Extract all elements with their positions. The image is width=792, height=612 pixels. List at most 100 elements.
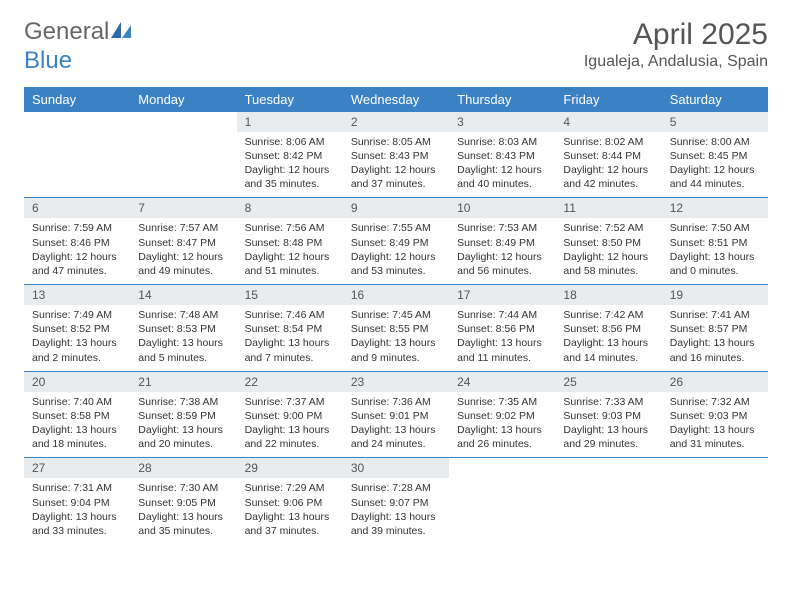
dow-monday: Monday [130,87,236,112]
day-number-cell: 9 [343,198,449,219]
day-detail-cell [662,478,768,544]
day-number-cell: 28 [130,458,236,479]
day-number-cell: 27 [24,458,130,479]
day-detail-cell: Sunrise: 7:57 AMSunset: 8:47 PMDaylight:… [130,218,236,284]
day-detail-cell: Sunrise: 7:28 AMSunset: 9:07 PMDaylight:… [343,478,449,544]
day-detail-cell: Sunrise: 7:31 AMSunset: 9:04 PMDaylight:… [24,478,130,544]
day-number-row: 27282930 [24,458,768,479]
day-detail-cell: Sunrise: 7:59 AMSunset: 8:46 PMDaylight:… [24,218,130,284]
day-number-cell: 13 [24,285,130,306]
day-number-cell: 5 [662,112,768,132]
day-number-row: 13141516171819 [24,285,768,306]
day-detail-cell: Sunrise: 7:52 AMSunset: 8:50 PMDaylight:… [555,218,661,284]
day-number-cell: 3 [449,112,555,132]
day-number-cell: 12 [662,198,768,219]
calendar-table: Sunday Monday Tuesday Wednesday Thursday… [24,87,768,544]
day-number-cell: 23 [343,371,449,392]
day-number-cell: 7 [130,198,236,219]
day-detail-row: Sunrise: 7:40 AMSunset: 8:58 PMDaylight:… [24,392,768,458]
day-detail-cell: Sunrise: 7:40 AMSunset: 8:58 PMDaylight:… [24,392,130,458]
dow-wednesday: Wednesday [343,87,449,112]
day-number-cell: 25 [555,371,661,392]
day-detail-cell: Sunrise: 7:29 AMSunset: 9:06 PMDaylight:… [237,478,343,544]
day-number-cell: 1 [237,112,343,132]
day-number-cell: 11 [555,198,661,219]
day-detail-cell [24,132,130,198]
month-title: April 2025 [584,18,768,51]
day-number-cell [555,458,661,479]
day-detail-cell: Sunrise: 7:42 AMSunset: 8:56 PMDaylight:… [555,305,661,371]
day-detail-cell: Sunrise: 7:33 AMSunset: 9:03 PMDaylight:… [555,392,661,458]
day-number-cell [24,112,130,132]
day-detail-cell: Sunrise: 7:32 AMSunset: 9:03 PMDaylight:… [662,392,768,458]
day-number-cell: 24 [449,371,555,392]
day-detail-cell: Sunrise: 7:46 AMSunset: 8:54 PMDaylight:… [237,305,343,371]
day-number-cell: 22 [237,371,343,392]
day-detail-cell: Sunrise: 8:00 AMSunset: 8:45 PMDaylight:… [662,132,768,198]
day-number-cell [130,112,236,132]
day-detail-cell: Sunrise: 8:03 AMSunset: 8:43 PMDaylight:… [449,132,555,198]
logo-sail-icon [111,19,133,47]
day-detail-cell: Sunrise: 7:37 AMSunset: 9:00 PMDaylight:… [237,392,343,458]
day-detail-cell: Sunrise: 7:35 AMSunset: 9:02 PMDaylight:… [449,392,555,458]
day-number-cell: 15 [237,285,343,306]
page-header: GeneralBlue April 2025 Igualeja, Andalus… [24,18,768,75]
day-detail-row: Sunrise: 8:06 AMSunset: 8:42 PMDaylight:… [24,132,768,198]
day-number-cell: 10 [449,198,555,219]
day-detail-cell: Sunrise: 7:55 AMSunset: 8:49 PMDaylight:… [343,218,449,284]
calendar-page: GeneralBlue April 2025 Igualeja, Andalus… [0,0,792,562]
day-detail-cell: Sunrise: 7:30 AMSunset: 9:05 PMDaylight:… [130,478,236,544]
logo-text: GeneralBlue [24,18,133,75]
dow-thursday: Thursday [449,87,555,112]
day-number-cell: 6 [24,198,130,219]
location-subtitle: Igualeja, Andalusia, Spain [584,53,768,71]
title-block: April 2025 Igualeja, Andalusia, Spain [584,18,768,71]
day-number-cell: 4 [555,112,661,132]
day-detail-cell: Sunrise: 8:06 AMSunset: 8:42 PMDaylight:… [237,132,343,198]
dow-sunday: Sunday [24,87,130,112]
day-number-cell: 8 [237,198,343,219]
day-number-cell: 18 [555,285,661,306]
day-detail-row: Sunrise: 7:31 AMSunset: 9:04 PMDaylight:… [24,478,768,544]
day-detail-cell: Sunrise: 7:48 AMSunset: 8:53 PMDaylight:… [130,305,236,371]
day-detail-cell: Sunrise: 7:53 AMSunset: 8:49 PMDaylight:… [449,218,555,284]
day-number-cell [449,458,555,479]
day-number-row: 20212223242526 [24,371,768,392]
day-number-cell [662,458,768,479]
day-number-cell: 19 [662,285,768,306]
day-detail-row: Sunrise: 7:59 AMSunset: 8:46 PMDaylight:… [24,218,768,284]
logo-text-blue: Blue [24,47,72,74]
day-detail-cell: Sunrise: 7:41 AMSunset: 8:57 PMDaylight:… [662,305,768,371]
day-detail-cell: Sunrise: 8:05 AMSunset: 8:43 PMDaylight:… [343,132,449,198]
day-detail-cell: Sunrise: 7:36 AMSunset: 9:01 PMDaylight:… [343,392,449,458]
day-detail-cell: Sunrise: 7:45 AMSunset: 8:55 PMDaylight:… [343,305,449,371]
day-number-cell: 30 [343,458,449,479]
calendar-head: Sunday Monday Tuesday Wednesday Thursday… [24,87,768,112]
day-detail-cell: Sunrise: 8:02 AMSunset: 8:44 PMDaylight:… [555,132,661,198]
day-detail-cell: Sunrise: 7:56 AMSunset: 8:48 PMDaylight:… [237,218,343,284]
day-number-row: 6789101112 [24,198,768,219]
dow-tuesday: Tuesday [237,87,343,112]
day-number-cell: 29 [237,458,343,479]
day-of-week-row: Sunday Monday Tuesday Wednesday Thursday… [24,87,768,112]
dow-friday: Friday [555,87,661,112]
day-number-cell: 17 [449,285,555,306]
calendar-body: 12345Sunrise: 8:06 AMSunset: 8:42 PMDayl… [24,112,768,544]
day-number-cell: 26 [662,371,768,392]
day-detail-cell: Sunrise: 7:49 AMSunset: 8:52 PMDaylight:… [24,305,130,371]
day-detail-row: Sunrise: 7:49 AMSunset: 8:52 PMDaylight:… [24,305,768,371]
day-detail-cell: Sunrise: 7:38 AMSunset: 8:59 PMDaylight:… [130,392,236,458]
day-detail-cell [449,478,555,544]
day-number-cell: 14 [130,285,236,306]
day-number-cell: 16 [343,285,449,306]
dow-saturday: Saturday [662,87,768,112]
day-detail-cell: Sunrise: 7:50 AMSunset: 8:51 PMDaylight:… [662,218,768,284]
day-detail-cell [130,132,236,198]
day-number-row: 12345 [24,112,768,132]
day-detail-cell [555,478,661,544]
day-number-cell: 20 [24,371,130,392]
day-number-cell: 21 [130,371,236,392]
day-detail-cell: Sunrise: 7:44 AMSunset: 8:56 PMDaylight:… [449,305,555,371]
logo-text-gray: General [24,18,109,45]
logo: GeneralBlue [24,18,133,75]
